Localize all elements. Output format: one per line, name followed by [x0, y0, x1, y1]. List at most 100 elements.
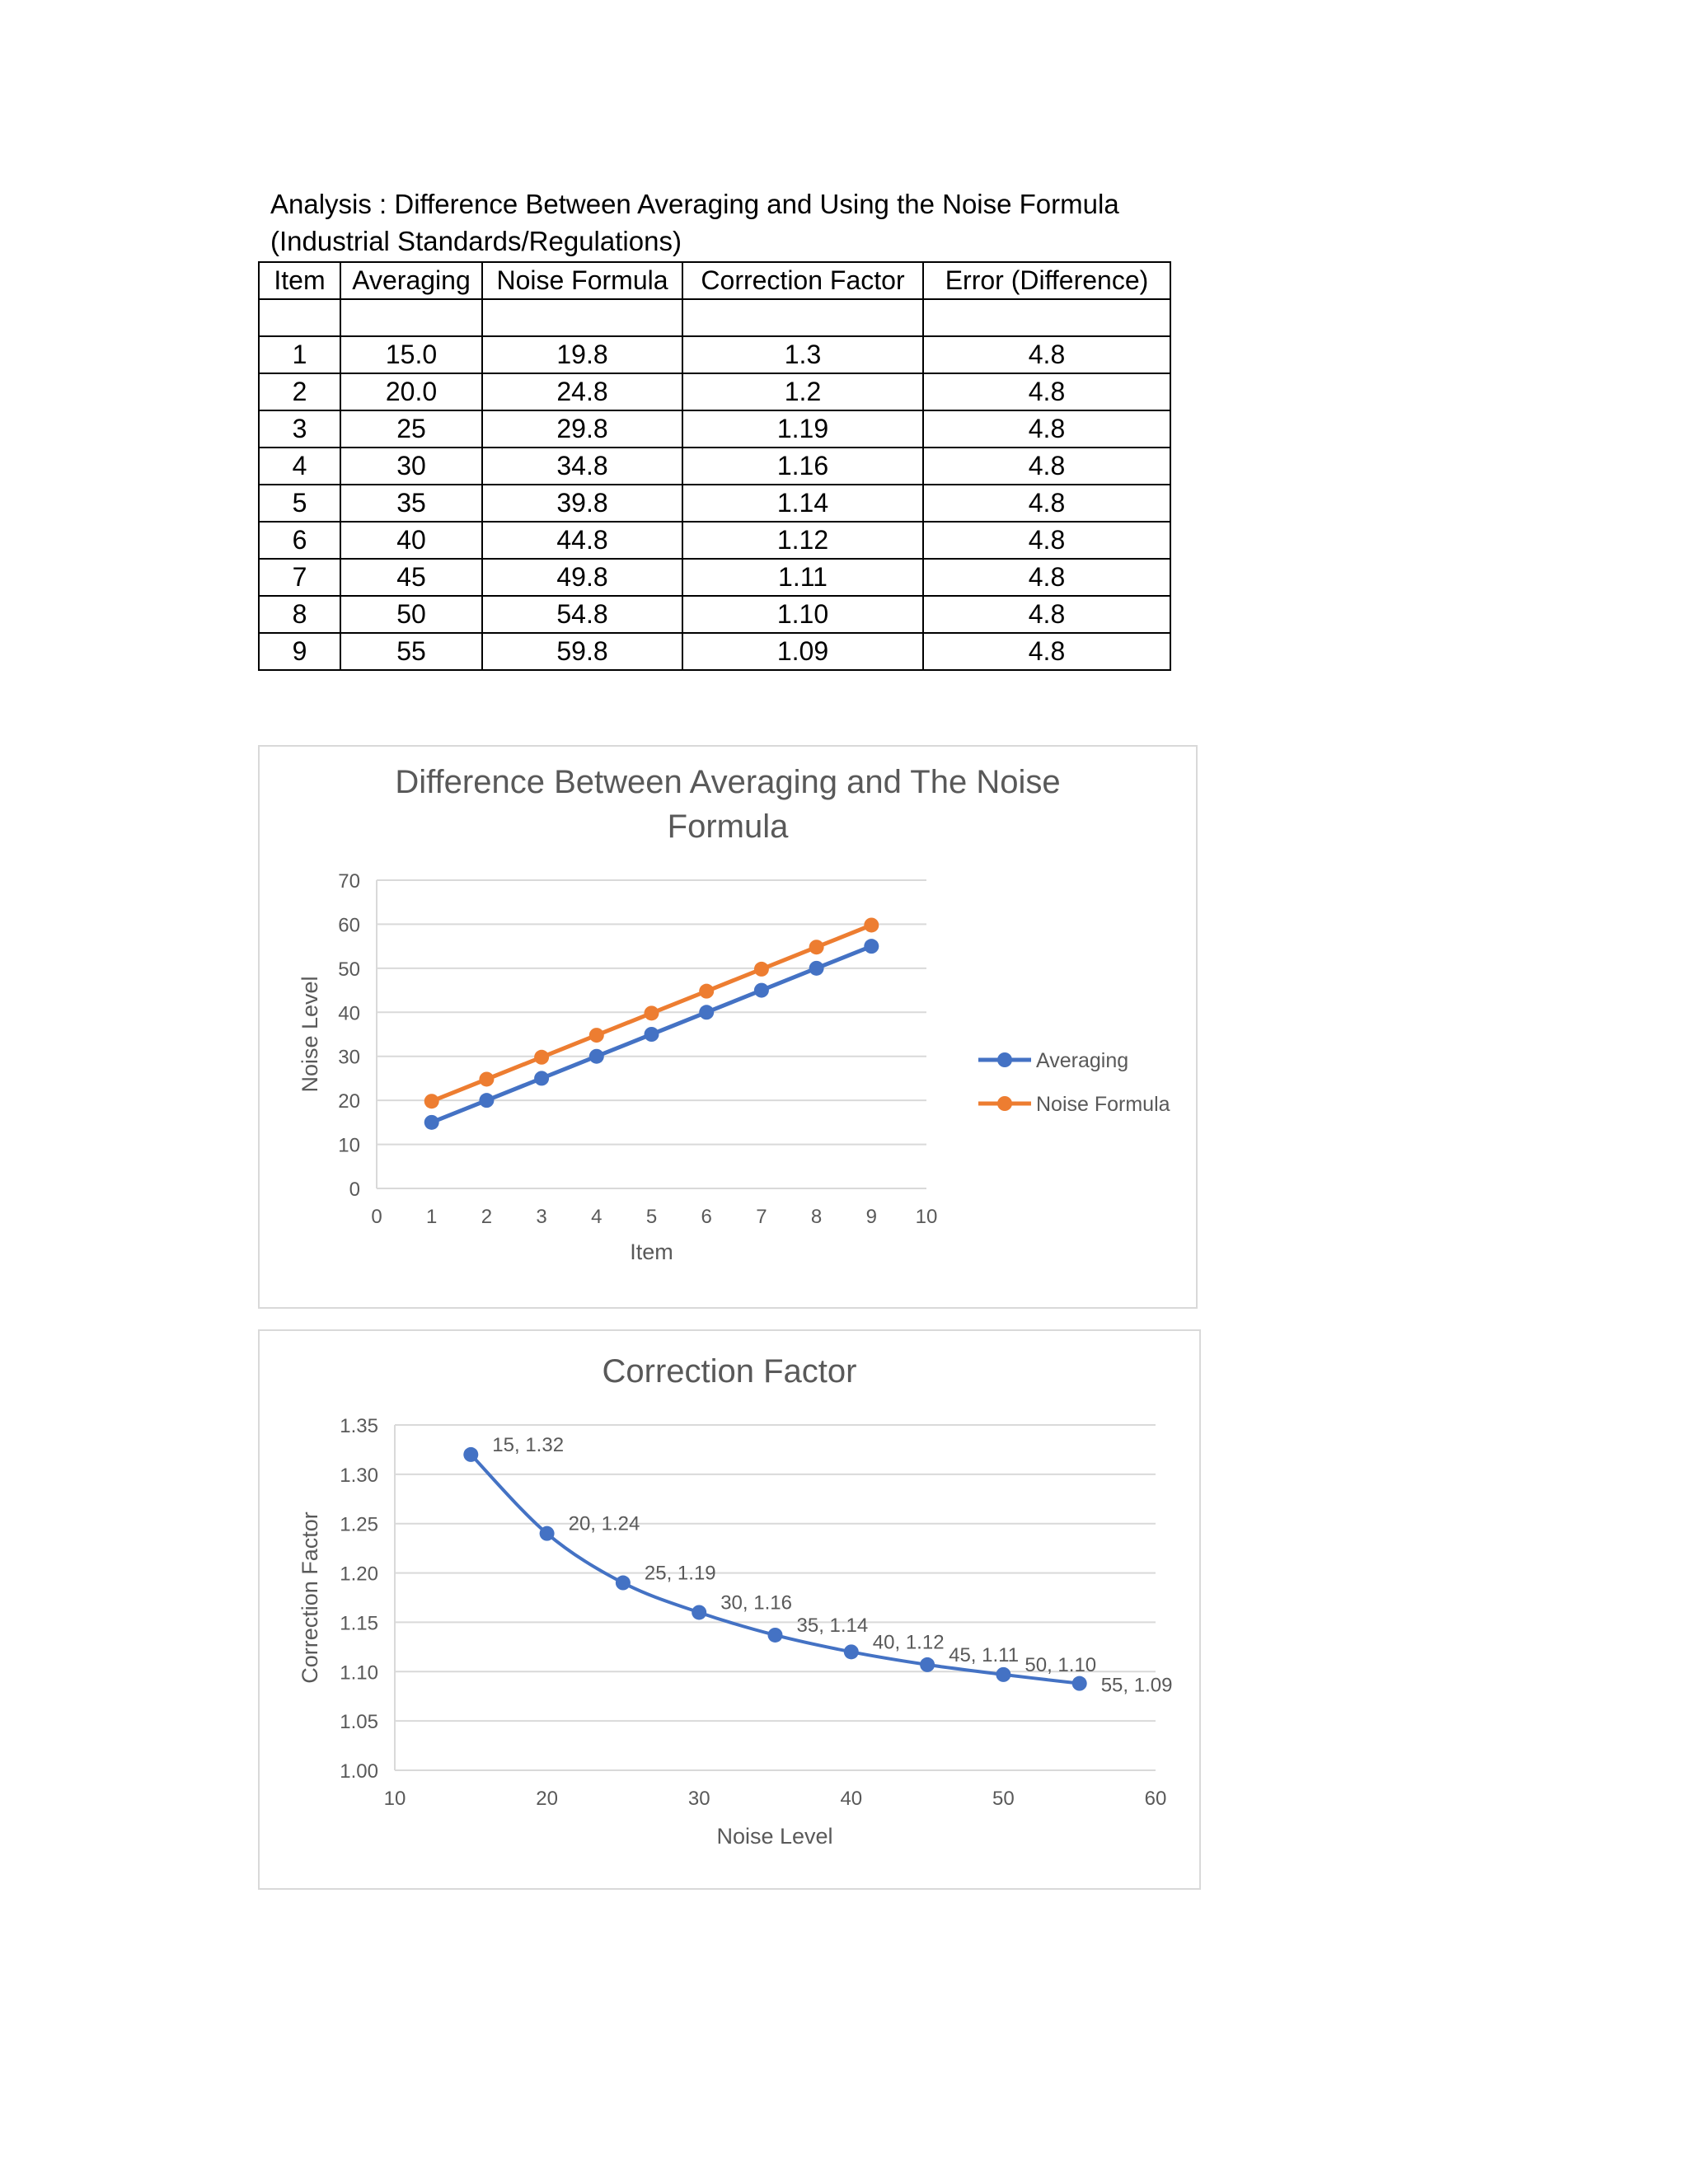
data-point	[920, 1657, 935, 1672]
data-point	[699, 983, 715, 999]
x-tick-label: 2	[481, 1206, 492, 1228]
cell-noise-formula: 24.8	[481, 373, 683, 411]
x-tick-label: 6	[701, 1206, 712, 1228]
data-point	[767, 1627, 783, 1643]
y-tick-label: 30	[338, 1047, 360, 1069]
cell-correction-factor: 1.16	[682, 447, 924, 485]
cell-error: 4.8	[922, 632, 1171, 671]
cell-correction-factor: 1.10	[682, 595, 924, 634]
data-point	[463, 1446, 479, 1462]
cell-noise-formula	[481, 298, 683, 337]
cell-item: 3	[258, 410, 341, 448]
y-tick-label: 1.15	[340, 1612, 378, 1634]
cell-averaging: 30	[340, 447, 483, 485]
data-point	[753, 982, 769, 998]
y-tick-label: 1.00	[340, 1760, 378, 1783]
x-axis-label: Item	[630, 1240, 673, 1264]
x-axis-label: Noise Level	[716, 1824, 832, 1849]
y-tick-label: 1.25	[340, 1514, 378, 1536]
x-tick-label: 20	[536, 1788, 558, 1810]
data-point	[588, 1028, 604, 1043]
header-item: Item	[258, 261, 341, 300]
cell-averaging: 25	[340, 410, 483, 448]
x-tick-label: 10	[916, 1206, 938, 1228]
header-averaging: Averaging	[340, 261, 483, 300]
chart-correction-factor: Correction Factor 1.00 1.05 1.10 1.15 1.20 1.2…	[258, 1329, 1201, 1890]
cell-error: 4.8	[922, 484, 1171, 523]
cell-item: 7	[258, 558, 341, 597]
cell-averaging: 50	[340, 595, 483, 634]
legend-marker	[997, 1052, 1012, 1067]
x-tick-label: 9	[866, 1206, 877, 1228]
cell-item: 8	[258, 595, 341, 634]
header-correction-factor: Correction Factor	[682, 261, 924, 300]
table-row: 5 35 39.8 1.14 4.8	[258, 484, 1171, 523]
table-row: 3 25 29.8 1.19 4.8	[258, 410, 1171, 448]
cell-averaging: 40	[340, 521, 483, 560]
cell-averaging: 35	[340, 484, 483, 523]
data-point	[644, 1027, 659, 1042]
data-point	[843, 1644, 859, 1660]
cell-item: 5	[258, 484, 341, 523]
data-point	[479, 1071, 495, 1087]
x-tick-label: 1	[426, 1206, 437, 1228]
data-point	[864, 939, 879, 954]
y-tick-label: 50	[338, 958, 360, 981]
cell-correction-factor: 1.12	[682, 521, 924, 560]
x-tick-label: 0	[371, 1206, 382, 1228]
cell-item: 4	[258, 447, 341, 485]
cell-correction-factor: 1.3	[682, 335, 924, 374]
cell-correction-factor: 1.14	[682, 484, 924, 523]
data-point	[588, 1048, 604, 1064]
header-noise-formula: Noise Formula	[481, 261, 683, 300]
data-label: 15, 1.32	[492, 1434, 564, 1456]
chart-noise-comparison: Difference Between Averaging and The Noi…	[258, 745, 1198, 1309]
data-label: 45, 1.11	[949, 1644, 1019, 1666]
cell-error: 4.8	[922, 373, 1171, 411]
cell-averaging: 15.0	[340, 335, 483, 374]
x-tick-label: 60	[1145, 1788, 1167, 1810]
data-point	[809, 940, 824, 955]
y-axis-label: Correction Factor	[298, 1511, 322, 1684]
y-tick-label: 0	[349, 1179, 360, 1201]
cell-averaging: 55	[340, 632, 483, 671]
x-tick-label: 30	[688, 1788, 710, 1810]
data-point	[864, 917, 879, 933]
data-point	[479, 1093, 495, 1108]
data-label: 25, 1.19	[645, 1563, 716, 1585]
page-heading: Analysis : Difference Between Averaging …	[270, 189, 1119, 219]
table-row: 4 30 34.8 1.16 4.8	[258, 447, 1171, 485]
data-point	[644, 1005, 659, 1021]
x-tick-label: 3	[536, 1206, 546, 1228]
cell-correction-factor: 1.2	[682, 373, 924, 411]
y-axis-label: Noise Level	[298, 976, 322, 1092]
table-row	[258, 298, 1171, 337]
cell-averaging	[340, 298, 483, 337]
chart-title: Correction Factor	[603, 1353, 857, 1390]
data-label: 40, 1.12	[873, 1631, 945, 1653]
cell-error: 4.8	[922, 447, 1171, 485]
y-tick-label: 1.35	[340, 1415, 378, 1437]
cell-error: 4.8	[922, 595, 1171, 634]
data-label: 50, 1.10	[1025, 1654, 1096, 1676]
y-tick-label: 1.30	[340, 1465, 378, 1487]
data-label: 20, 1.24	[569, 1513, 640, 1535]
chart-title: Formula	[668, 808, 789, 845]
x-tick-label: 40	[840, 1788, 862, 1810]
cell-averaging: 45	[340, 558, 483, 597]
data-point	[424, 1094, 439, 1109]
cell-correction-factor	[682, 298, 924, 337]
cell-averaging: 20.0	[340, 373, 483, 411]
cell-error	[922, 298, 1171, 337]
legend-label: Averaging	[1036, 1049, 1128, 1072]
cell-correction-factor: 1.09	[682, 632, 924, 671]
cell-item: 6	[258, 521, 341, 560]
cell-error: 4.8	[922, 558, 1171, 597]
table-row: 8 50 54.8 1.10 4.8	[258, 595, 1171, 634]
page-subheading: (Industrial Standards/Regulations)	[270, 226, 682, 256]
header-error: Error (Difference)	[922, 261, 1171, 300]
cell-item: 1	[258, 335, 341, 374]
y-tick-label: 1.05	[340, 1711, 378, 1733]
y-tick-label: 1.10	[340, 1661, 378, 1684]
cell-noise-formula: 49.8	[481, 558, 683, 597]
